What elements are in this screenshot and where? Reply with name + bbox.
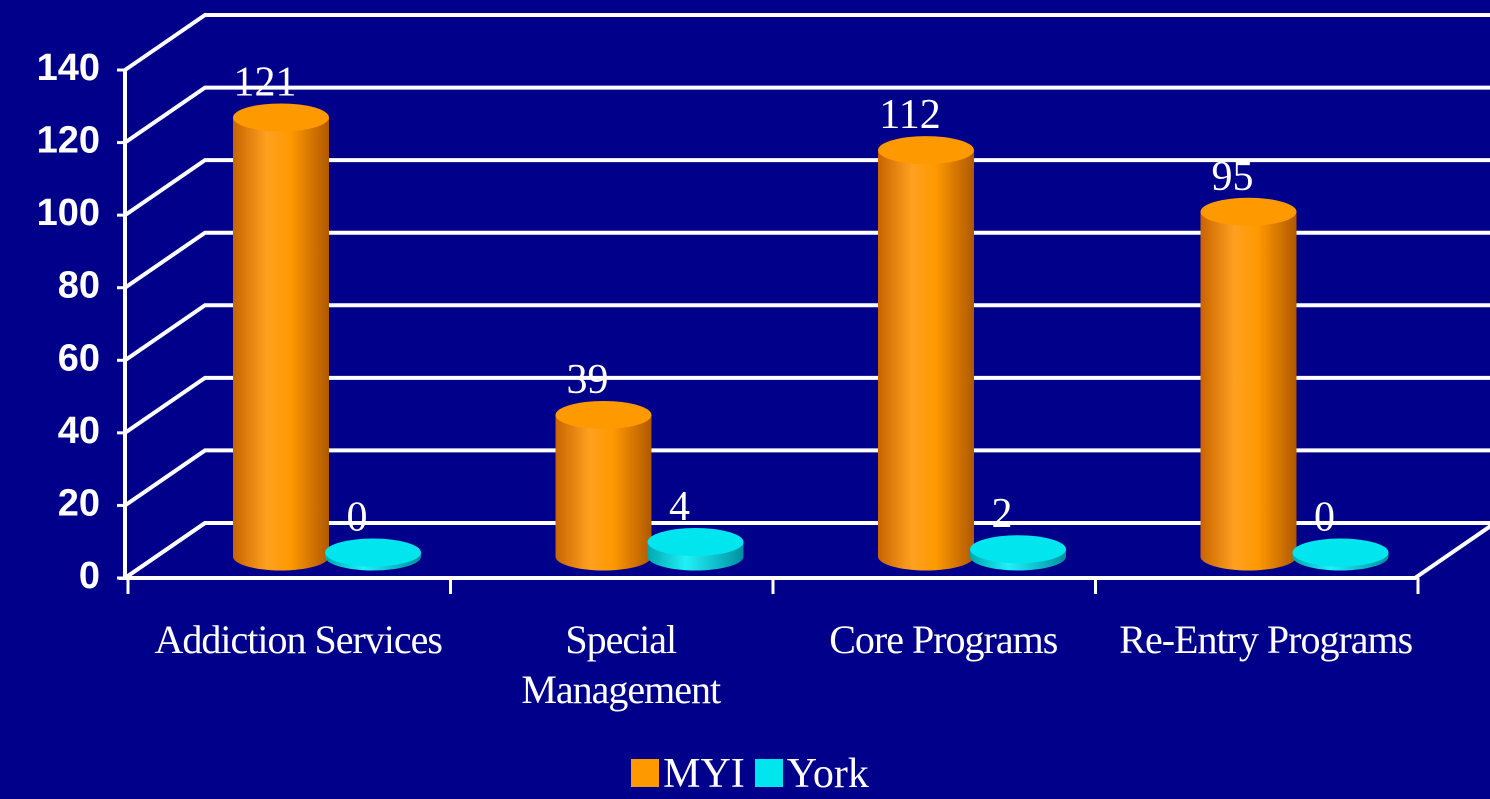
- grid-line: [123, 85, 1490, 145]
- value-label: 39: [567, 357, 609, 403]
- cylinder-top: [647, 527, 744, 556]
- cylinder-top: [233, 103, 329, 132]
- grid-line: [123, 375, 1490, 435]
- value-label: 2: [992, 491, 1013, 537]
- legend-swatch: [754, 759, 783, 787]
- value-label: 121: [234, 59, 297, 105]
- y-tick-label: 100: [37, 192, 100, 234]
- value-label: 112: [879, 92, 940, 138]
- cylinder-top: [878, 136, 974, 165]
- grid-line: [123, 448, 1490, 508]
- x-tick-label: Core Programs: [829, 617, 1058, 662]
- legend: MYI York: [0, 752, 1490, 796]
- x-tick-label: Addiction Services: [154, 617, 444, 662]
- y-tick-label: 0: [79, 555, 100, 597]
- value-label: 95: [1212, 154, 1254, 200]
- cylinder-top: [970, 535, 1066, 564]
- grid-line: [123, 13, 1490, 72]
- cylinder: [1200, 211, 1297, 571]
- cylinder-top: [325, 538, 421, 567]
- y-tick-label: 80: [58, 265, 100, 307]
- cylinder: [555, 414, 652, 571]
- y-tick-label: 20: [58, 482, 100, 524]
- legend-label: MYI: [663, 751, 745, 797]
- cylinder: [233, 117, 329, 571]
- cylinder-top: [1200, 197, 1297, 226]
- value-label: 4: [669, 484, 690, 530]
- grid-line: [123, 521, 1490, 580]
- grid-line: [123, 230, 1490, 290]
- y-tick-label: 140: [37, 47, 100, 89]
- grid-line: [123, 303, 1490, 362]
- grid-line: [123, 158, 1490, 217]
- value-label: 0: [1314, 495, 1335, 541]
- legend-swatch: [631, 759, 660, 787]
- cylinder: [878, 150, 974, 571]
- y-tick-label: 60: [58, 337, 100, 379]
- legend-label: York: [786, 751, 869, 797]
- cylinder-top: [555, 400, 652, 429]
- x-tick-label: Special Management: [521, 617, 721, 712]
- y-tick-label: 120: [37, 120, 100, 162]
- value-label: 0: [347, 495, 368, 541]
- y-tick-label: 40: [58, 410, 100, 452]
- x-tick-label: Re-Entry Programs: [1119, 617, 1413, 662]
- cylinder-top: [1292, 538, 1389, 567]
